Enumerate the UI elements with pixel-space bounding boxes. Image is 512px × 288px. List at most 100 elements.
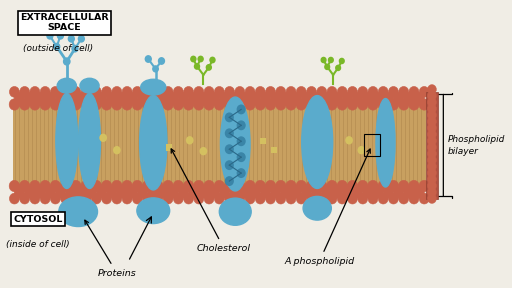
Bar — [425, 92, 438, 199]
Circle shape — [321, 57, 326, 62]
Circle shape — [137, 92, 147, 104]
Circle shape — [225, 144, 234, 154]
Circle shape — [403, 92, 414, 104]
Circle shape — [219, 187, 230, 198]
Circle shape — [291, 92, 302, 104]
Circle shape — [240, 92, 250, 104]
Circle shape — [153, 193, 163, 204]
Circle shape — [168, 187, 179, 198]
Circle shape — [153, 86, 163, 97]
Circle shape — [428, 136, 436, 146]
Circle shape — [250, 92, 261, 104]
Circle shape — [81, 180, 91, 192]
Circle shape — [276, 86, 286, 97]
Circle shape — [132, 180, 142, 192]
Circle shape — [409, 99, 419, 110]
Circle shape — [50, 99, 60, 110]
Circle shape — [81, 86, 91, 97]
Circle shape — [311, 92, 322, 104]
Circle shape — [153, 99, 163, 110]
Circle shape — [199, 92, 209, 104]
Circle shape — [316, 180, 327, 192]
Circle shape — [215, 86, 224, 97]
Circle shape — [237, 105, 246, 114]
Circle shape — [237, 152, 246, 162]
Circle shape — [178, 92, 189, 104]
Circle shape — [86, 92, 96, 104]
Circle shape — [388, 180, 399, 192]
Bar — [364, 134, 379, 156]
Circle shape — [286, 180, 296, 192]
Circle shape — [50, 193, 60, 204]
Circle shape — [378, 99, 389, 110]
Circle shape — [250, 187, 261, 198]
Circle shape — [307, 86, 316, 97]
Circle shape — [265, 180, 276, 192]
Circle shape — [378, 193, 388, 204]
Bar — [166, 145, 172, 151]
Circle shape — [147, 187, 158, 198]
Text: Proteins: Proteins — [85, 220, 136, 278]
Circle shape — [25, 187, 35, 198]
Circle shape — [225, 128, 234, 138]
Circle shape — [45, 187, 55, 198]
Circle shape — [398, 99, 409, 110]
Circle shape — [358, 86, 368, 97]
Circle shape — [428, 155, 436, 165]
Circle shape — [357, 180, 368, 192]
Circle shape — [409, 180, 419, 192]
Ellipse shape — [219, 198, 251, 225]
Circle shape — [63, 58, 70, 65]
Circle shape — [55, 92, 66, 104]
Circle shape — [414, 92, 424, 104]
Circle shape — [327, 99, 337, 110]
Circle shape — [214, 180, 225, 192]
Text: CYTOSOL: CYTOSOL — [13, 215, 63, 223]
Circle shape — [322, 92, 332, 104]
Circle shape — [183, 99, 194, 110]
Circle shape — [40, 99, 50, 110]
Circle shape — [428, 162, 436, 171]
Circle shape — [235, 86, 245, 97]
Circle shape — [137, 187, 147, 198]
Circle shape — [225, 160, 234, 170]
Circle shape — [188, 92, 199, 104]
Circle shape — [301, 92, 312, 104]
Circle shape — [428, 91, 436, 101]
Circle shape — [373, 187, 383, 198]
Circle shape — [219, 92, 230, 104]
Circle shape — [296, 180, 307, 192]
Circle shape — [225, 86, 234, 97]
Circle shape — [428, 194, 436, 203]
Circle shape — [159, 58, 164, 64]
Circle shape — [81, 193, 91, 204]
Text: (outside of cell): (outside of cell) — [23, 44, 93, 53]
Circle shape — [163, 193, 173, 204]
Ellipse shape — [141, 79, 166, 95]
Circle shape — [348, 193, 357, 204]
Circle shape — [378, 86, 388, 97]
Circle shape — [113, 146, 121, 154]
Circle shape — [86, 187, 96, 198]
Circle shape — [96, 92, 106, 104]
Circle shape — [25, 92, 35, 104]
Circle shape — [194, 180, 204, 192]
Circle shape — [91, 193, 101, 204]
Ellipse shape — [79, 94, 100, 188]
Circle shape — [286, 193, 296, 204]
Circle shape — [127, 92, 137, 104]
Text: Cholesterol: Cholesterol — [171, 149, 251, 253]
Circle shape — [204, 193, 214, 204]
Circle shape — [194, 99, 204, 110]
Circle shape — [332, 92, 343, 104]
Circle shape — [163, 180, 174, 192]
Circle shape — [209, 92, 220, 104]
Bar — [13, 105, 425, 186]
Circle shape — [428, 149, 436, 158]
Circle shape — [357, 99, 368, 110]
Circle shape — [194, 86, 204, 97]
Circle shape — [276, 193, 286, 204]
Circle shape — [142, 180, 153, 192]
Circle shape — [234, 99, 245, 110]
Ellipse shape — [303, 196, 331, 220]
